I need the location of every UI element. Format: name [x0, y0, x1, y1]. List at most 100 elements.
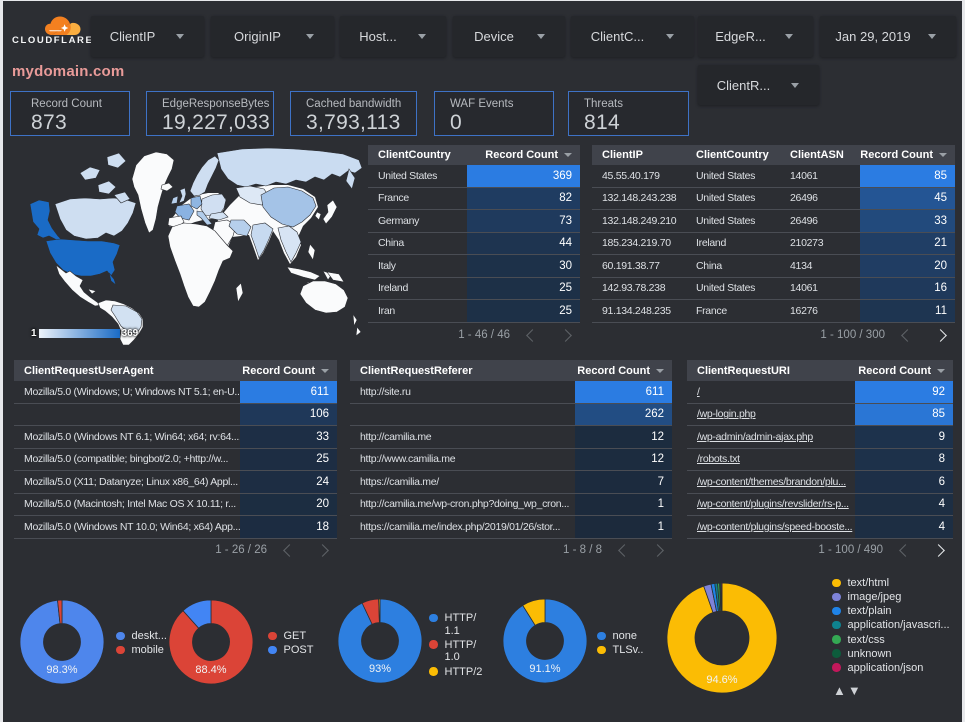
pagination-next-icon[interactable]: [651, 543, 664, 557]
table-row: Mozilla/5.0 (compatible; bingbot/2.0; +h…: [14, 448, 337, 471]
column-header-record-count[interactable]: Record Count: [240, 365, 337, 377]
scorecard-value: 3,793,113: [306, 111, 401, 134]
dimension-cell: 210273: [790, 237, 824, 250]
donut-slice-none: [502, 598, 588, 684]
pagination-next-icon[interactable]: [934, 328, 947, 342]
filter-clientip[interactable]: ClientIP: [91, 16, 204, 57]
pagination-next-icon[interactable]: [316, 543, 329, 557]
filter-clientrequest[interactable]: ClientR...: [698, 65, 819, 105]
table-row: /robots.txt 8: [687, 448, 953, 471]
window-border-left: [0, 0, 3, 722]
map-country-canada: [113, 191, 131, 204]
filter-originip-label: OriginIP: [234, 29, 281, 44]
dimension-cell: 14061: [790, 282, 818, 295]
dimension-cell: 16276: [790, 304, 818, 317]
dimension-cell: 26496: [790, 214, 818, 227]
table-row: 60.191.38.77 China 4134 20: [592, 255, 955, 278]
uri-link[interactable]: /wp-content/themes/brandon/plu...: [697, 475, 846, 488]
dimension-cell: /robots.txt: [687, 453, 855, 465]
uri-link[interactable]: /robots.txt: [697, 453, 740, 466]
uri-link[interactable]: /wp-login.php: [697, 408, 756, 421]
column-header-record-count[interactable]: Record Count: [855, 365, 953, 377]
dimension-cell: United States: [696, 192, 756, 205]
legend-pager[interactable]: ▲▼: [833, 683, 863, 698]
pagination-next-icon[interactable]: [559, 328, 572, 342]
column-header[interactable]: ClientRequestReferer: [360, 364, 473, 377]
uri-link[interactable]: /: [697, 385, 700, 398]
dimension-cell: 26496: [790, 192, 818, 205]
map-country-other: [131, 151, 175, 234]
map-legend: 1 369: [31, 328, 138, 339]
pagination-prev-icon[interactable]: [283, 543, 296, 557]
pagination-prev-icon[interactable]: [901, 328, 914, 342]
chevron-down-icon: [418, 34, 426, 39]
uri-link[interactable]: /wp-admin/admin-ajax.php: [697, 430, 813, 443]
filter-device[interactable]: Device: [453, 16, 565, 57]
cloudflare-wordmark: CLOUDFLARE: [12, 35, 94, 46]
map-country-other: [307, 243, 316, 261]
dimension-cell: United States: [696, 214, 756, 227]
pagination-prev-icon[interactable]: [526, 328, 539, 342]
metric-cell: 611: [240, 381, 337, 403]
column-header-record-count[interactable]: Record Count: [860, 149, 955, 161]
chevron-down-icon: [666, 34, 674, 39]
map-country-ireland: [170, 195, 179, 205]
table-row: 91.134.248.235 France 16276 11: [592, 300, 955, 323]
legend-dot-icon: [832, 606, 841, 616]
column-header-record-count[interactable]: Record Count: [575, 365, 672, 377]
dimension-cell: United States: [378, 169, 438, 182]
scorecard-label: Threats: [584, 98, 623, 110]
pagination-range: 1 - 26 / 26: [215, 544, 267, 556]
filter-edgeresponse[interactable]: EdgeR...: [698, 16, 813, 57]
scorecard-threats: Threats 814: [568, 91, 689, 136]
column-header[interactable]: ClientCountry: [696, 149, 769, 161]
method_donut: [168, 599, 254, 685]
pagination-prev-icon[interactable]: [618, 543, 631, 557]
legend-item: text/plain: [832, 605, 957, 618]
scorecard-value: 19,227,033: [162, 111, 271, 134]
donut-percent-label: 91.1%: [529, 663, 561, 675]
legend-label: text/plain: [847, 605, 892, 618]
filter-originip[interactable]: OriginIP: [211, 16, 334, 57]
column-header[interactable]: ClientRequestUserAgent: [24, 364, 154, 377]
column-header[interactable]: ClientCountry: [378, 149, 451, 161]
dimension-cell: 60.191.38.77: [602, 259, 660, 272]
legend-label: POST: [283, 644, 314, 657]
map-country-united-kingdom: [178, 187, 187, 204]
legend-dot-icon: [832, 578, 841, 587]
metric-cell: 33: [860, 210, 955, 232]
filter-host[interactable]: Host...: [340, 16, 446, 57]
column-header[interactable]: ClientASN: [790, 149, 844, 161]
dimension-cell: 185.234.219.70: [602, 237, 671, 250]
uri-link[interactable]: /wp-content/plugins/speed-booste...: [697, 520, 853, 533]
filter-clientip-label: ClientIP: [109, 29, 156, 44]
metric-cell: 4: [855, 516, 953, 538]
date-range-picker[interactable]: Jan 29, 2019: [820, 16, 956, 57]
legend-label: unknown: [847, 647, 892, 660]
donut-percent-label: 94.6%: [706, 674, 738, 686]
dimension-cell: Mozilla/5.0 (Windows NT 6.1; Win64; x64;…: [24, 430, 240, 443]
column-header[interactable]: ClientIP: [602, 149, 643, 161]
donut-slice-tlsv-: [522, 598, 546, 626]
metric-cell: 33: [240, 426, 337, 448]
map-country-other: [355, 326, 362, 337]
legend-label: mobile: [131, 644, 164, 657]
uri-link[interactable]: /wp-content/plugins/revslider/rs-p...: [697, 498, 849, 511]
pagination-next-icon[interactable]: [932, 543, 945, 557]
filter-clientcountry[interactable]: ClientC...: [571, 16, 694, 57]
map-country-other: [160, 182, 174, 192]
filter-clientrequest-label: ClientR...: [716, 77, 771, 93]
legend-dot-icon: [597, 631, 606, 640]
pagination-prev-icon[interactable]: [899, 543, 912, 557]
scorecard-label: Cached bandwidth: [306, 98, 402, 110]
table-row: /wp-content/plugins/revslider/rs-p... 4: [687, 493, 953, 516]
table-row: Mozilla/5.0 (X11; Datanyze; Linux x86_64…: [14, 471, 337, 494]
table-row: https://camilia.me/index.php/2019/01/26/…: [350, 516, 672, 539]
column-header[interactable]: ClientRequestURI: [697, 364, 790, 377]
legend-dot-icon: [832, 635, 841, 644]
legend-dot-icon: [832, 620, 841, 630]
map-country-other: [235, 282, 244, 303]
scorecard-edge-response-bytes: EdgeResponseBytes 19,227,033: [146, 91, 274, 136]
dimension-cell: China: [378, 237, 404, 250]
column-header-record-count[interactable]: Record Count: [467, 149, 580, 161]
